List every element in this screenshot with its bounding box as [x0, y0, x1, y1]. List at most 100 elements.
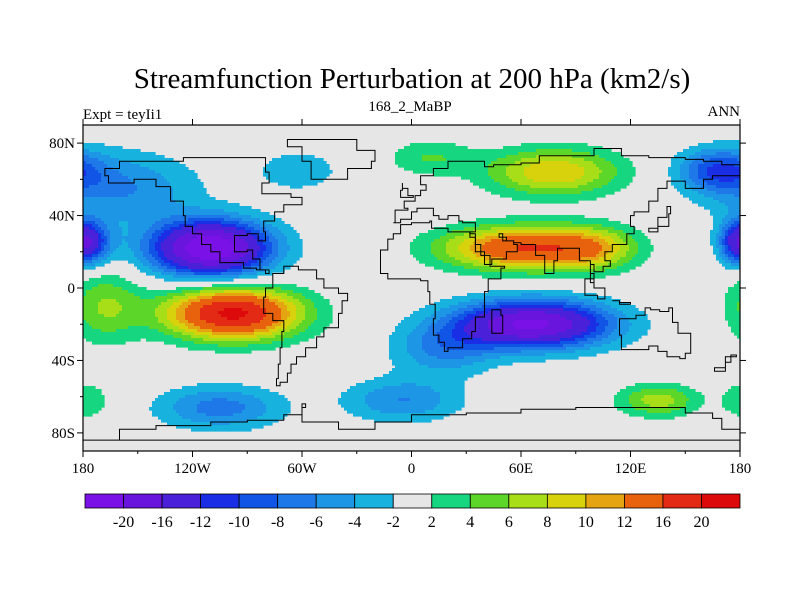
colorbar-label: 8 — [543, 514, 551, 531]
field-cell — [218, 344, 249, 348]
field-cell — [188, 326, 201, 330]
field-cell — [686, 395, 705, 399]
field-cell — [728, 221, 735, 225]
x-tick-label: 180 — [72, 461, 95, 477]
x-tick-label: 120E — [615, 461, 647, 477]
field-cell — [623, 239, 636, 243]
field-cell — [188, 266, 231, 270]
field-cell — [407, 341, 423, 345]
field-cell — [470, 299, 495, 303]
field-cell — [236, 224, 249, 228]
field-cell — [389, 350, 408, 354]
field-cell — [176, 266, 189, 270]
field-cell — [737, 305, 740, 309]
field-cell — [584, 233, 603, 237]
field-cell — [173, 329, 186, 333]
field-cell — [149, 227, 162, 231]
field-cell — [305, 314, 318, 318]
colorbar-label: -20 — [113, 514, 134, 531]
field-cell — [548, 320, 573, 324]
field-cell — [716, 191, 740, 195]
field-cell — [197, 296, 213, 300]
field-cell — [161, 227, 171, 231]
field-cell — [173, 260, 189, 264]
field-cell — [566, 347, 591, 351]
field-cell — [629, 329, 648, 333]
field-cell — [584, 344, 603, 348]
field-cell — [488, 170, 507, 174]
field-cell — [119, 311, 156, 315]
field-cell — [572, 149, 612, 153]
field-cell — [254, 227, 267, 231]
field-cell — [503, 146, 603, 150]
colorbar-label: 16 — [655, 514, 671, 531]
field-cell — [680, 407, 699, 411]
field-cell — [614, 176, 633, 180]
field-cell — [188, 260, 234, 264]
field-cell — [221, 221, 240, 225]
field-cell — [437, 257, 456, 261]
field-cell — [689, 197, 714, 201]
field-cell — [143, 233, 153, 237]
field-cell — [230, 215, 252, 219]
field-cell — [131, 161, 180, 165]
field-cell — [290, 329, 306, 333]
field-cell — [128, 227, 150, 231]
field-cell — [104, 314, 117, 318]
field-cell — [731, 233, 740, 237]
field-cell — [287, 242, 303, 246]
field-cell — [374, 419, 432, 423]
field-cell — [260, 218, 282, 222]
field-cell — [530, 200, 579, 204]
field-cell — [425, 410, 456, 414]
field-cell — [110, 155, 165, 159]
field-cell — [353, 413, 450, 417]
field-cell — [83, 221, 96, 225]
x-tick-label: 60W — [287, 461, 317, 477]
field-cell — [587, 182, 609, 186]
field-cell — [689, 398, 705, 402]
field-cell — [461, 251, 474, 255]
field-cell — [719, 239, 723, 243]
field-cell — [443, 326, 456, 330]
field-cell — [392, 362, 420, 366]
field-cell — [98, 245, 102, 249]
field-cell — [83, 182, 99, 186]
field-cell — [89, 185, 138, 189]
field-cell — [737, 224, 740, 228]
field-cell — [128, 242, 141, 246]
field-cell — [269, 236, 276, 240]
field-cell — [83, 290, 87, 294]
field-cell — [83, 143, 105, 147]
field-cell — [191, 302, 213, 306]
field-cell — [488, 323, 513, 327]
field-cell — [626, 242, 639, 246]
field-cell — [599, 173, 618, 177]
coastline — [714, 354, 737, 372]
field-cell — [602, 224, 630, 228]
field-cell — [83, 233, 99, 237]
field-cell — [158, 416, 183, 420]
field-cell — [278, 242, 288, 246]
field-cell — [365, 401, 441, 405]
field-cell — [263, 266, 276, 270]
colorbar: -20 -16 -12 -10 -8 -6 -4 -2 2 4 6 8 10 12 16 20 — [84, 493, 741, 531]
field-cell — [710, 176, 740, 180]
field-cell — [89, 227, 96, 231]
field-cell — [224, 218, 243, 222]
field-cell — [248, 419, 279, 423]
field-cell — [563, 308, 579, 312]
field-cell — [275, 257, 285, 261]
field-cell — [92, 242, 99, 246]
field-cell — [134, 191, 174, 195]
field-cell — [632, 257, 648, 261]
field-cell — [83, 410, 99, 414]
field-cell — [128, 176, 165, 180]
field-cell — [287, 239, 303, 243]
field-cell — [602, 248, 612, 252]
field-cell — [194, 221, 222, 225]
field-cell — [677, 389, 696, 393]
field-cell — [581, 332, 591, 336]
field-cell — [578, 185, 603, 189]
field-cell — [560, 338, 576, 342]
